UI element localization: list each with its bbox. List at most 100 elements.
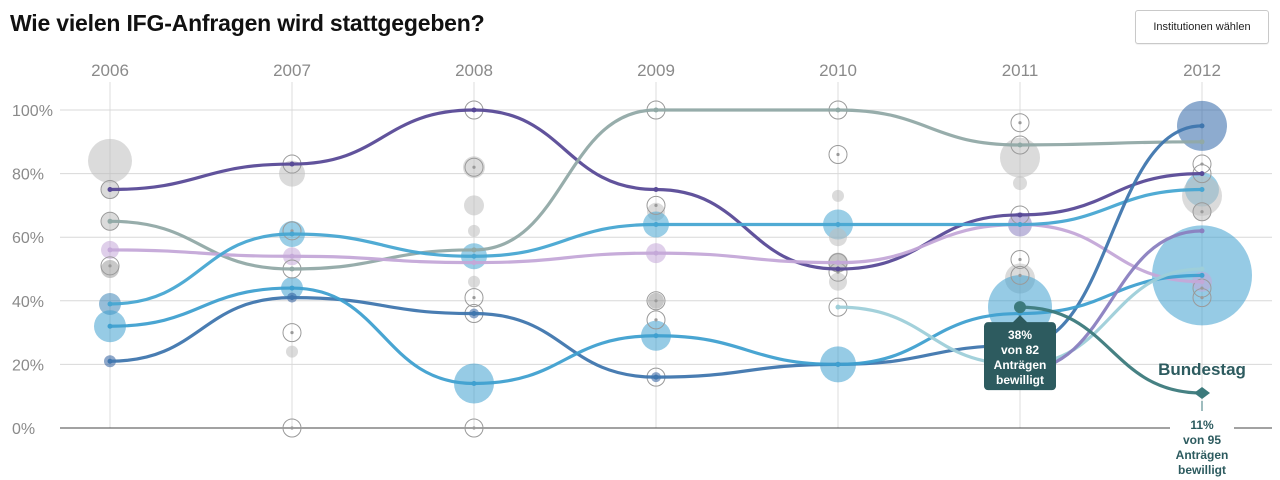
x-axis-years: 2006 2007 2008 2009 2010 2011 2012 <box>91 61 1221 80</box>
series-point <box>1199 123 1205 129</box>
outline-marker <box>1010 113 1030 133</box>
outline-marker <box>100 256 120 276</box>
series-point <box>471 260 477 266</box>
data-bubble <box>464 195 484 216</box>
series-point <box>289 295 295 301</box>
outline-marker-dot <box>290 331 294 335</box>
select-institutions-button[interactable]: Institutionen wählen <box>1135 10 1269 44</box>
y-tick-label: 60% <box>12 230 44 247</box>
data-bubble <box>1000 137 1040 178</box>
series-point <box>1199 171 1205 177</box>
outline-marker <box>1010 265 1030 285</box>
highlight-callout-text: von 95 <box>1183 433 1221 447</box>
series-point <box>1199 139 1205 145</box>
year-label-2006: 2006 <box>91 61 129 80</box>
data-bubble <box>832 189 844 202</box>
data-bubble <box>468 224 480 237</box>
y-tick-label: 80% <box>12 167 44 184</box>
annotation-marker <box>1014 301 1026 314</box>
outline-marker-dot <box>1018 121 1022 125</box>
series-point <box>289 161 295 167</box>
series-point <box>107 187 113 192</box>
year-label-2007: 2007 <box>273 61 311 80</box>
data-bubble <box>279 160 305 187</box>
outline-marker-dot <box>1200 286 1204 290</box>
series-line-9[interactable] <box>1018 305 1204 395</box>
year-label-2009: 2009 <box>637 61 675 80</box>
outline-marker-dot <box>472 165 476 169</box>
series-point <box>835 260 841 266</box>
highlight-callout-box <box>1170 411 1234 478</box>
outline-marker-dot <box>654 318 658 322</box>
outline-marker-dot <box>654 299 658 303</box>
chart-title: Wie vielen IFG-Anfragen wird stattgegebe… <box>10 10 485 36</box>
highlight-marker <box>1194 387 1210 400</box>
outline-marker <box>464 288 484 308</box>
annotation-callout-text: 38% <box>1008 328 1032 342</box>
series-point <box>835 221 841 227</box>
outline-marker-dot <box>836 270 840 274</box>
outline-marker-dot <box>654 203 658 207</box>
y-tick-label: 0% <box>12 421 35 438</box>
outline-marker <box>1192 202 1212 222</box>
data-bubble <box>88 138 132 183</box>
series-point <box>1017 221 1023 227</box>
y-tick-label: 40% <box>12 294 44 311</box>
year-label-2012: 2012 <box>1183 61 1221 80</box>
series-point <box>835 304 841 310</box>
y-tick-label: 20% <box>12 357 44 374</box>
series-point <box>1199 272 1205 278</box>
highlight-callout-text: Anträgen <box>1176 448 1229 462</box>
outline-marker-dot <box>290 229 294 233</box>
series-point <box>471 107 477 113</box>
outline-marker-dot <box>290 426 294 430</box>
outline-marker <box>464 157 484 177</box>
data-bubble <box>1182 175 1222 216</box>
annotation-callout-text: von 82 <box>1001 343 1039 357</box>
series-point <box>835 107 841 113</box>
outline-marker-dot <box>836 152 840 157</box>
outline-marker <box>282 221 302 241</box>
series-point <box>653 374 659 380</box>
data-bubble <box>1013 176 1027 191</box>
annotation-callout-text: Anträgen <box>994 358 1047 372</box>
series-point <box>107 358 113 364</box>
y-axis-ticks: 0% 20% 40% 60% 80% 100% <box>12 103 53 438</box>
series-point <box>653 187 659 192</box>
annotation-callout-box <box>984 322 1056 391</box>
outline-marker <box>646 195 666 215</box>
year-label-2010: 2010 <box>819 61 857 80</box>
outline-marker-dot <box>1200 296 1204 300</box>
outline-marker <box>1192 288 1212 308</box>
outline-marker-dot <box>472 296 476 300</box>
outline-marker <box>464 418 484 438</box>
outline-marker-dot <box>1018 257 1022 262</box>
outline-marker <box>828 145 848 165</box>
data-bubble <box>829 272 847 291</box>
series-point <box>289 253 295 259</box>
series-point <box>1199 266 1205 272</box>
series-point <box>471 311 477 317</box>
series-point <box>107 301 113 307</box>
outline-marker <box>646 291 666 311</box>
outline-marker <box>282 418 302 438</box>
data-bubble <box>468 275 480 288</box>
outline-marker-dot <box>108 264 112 268</box>
series-point <box>653 221 659 227</box>
series-point <box>107 323 113 329</box>
data-bubble <box>829 228 847 247</box>
data-bubble <box>286 345 298 358</box>
series-point <box>1199 228 1205 234</box>
series-point <box>289 231 295 237</box>
series-point <box>1017 142 1023 148</box>
series-point <box>653 107 659 113</box>
y-tick-label: 100% <box>12 103 53 120</box>
series-point <box>471 380 477 386</box>
series-point <box>1199 187 1205 192</box>
annotations: 38%von 82AnträgenbewilligtBundestag11%vo… <box>984 301 1246 478</box>
series-point <box>835 266 841 272</box>
series-point <box>107 247 113 253</box>
highlight-callout-text: 11% <box>1190 418 1214 432</box>
outline-marker <box>1010 249 1030 269</box>
